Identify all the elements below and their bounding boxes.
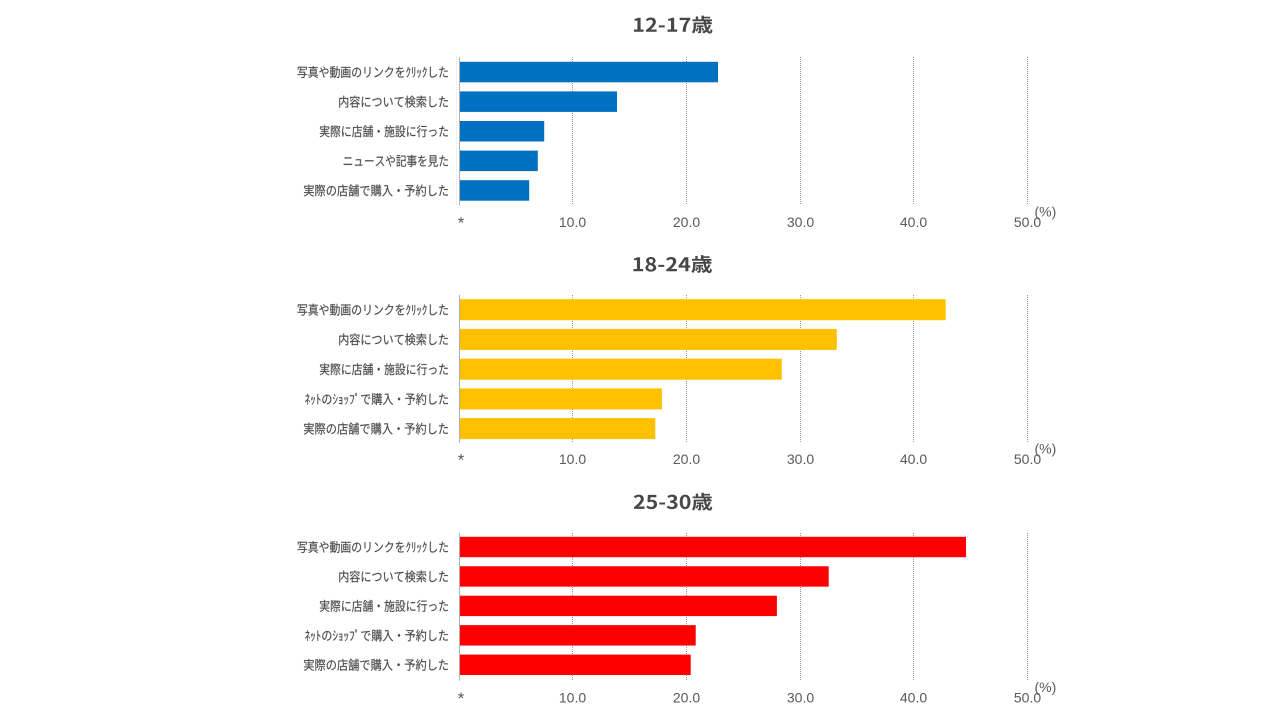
- svg-text:40.0: 40.0: [900, 451, 927, 467]
- svg-text:*: *: [458, 451, 465, 470]
- svg-text:20.0: 20.0: [673, 690, 700, 706]
- svg-text:40.0: 40.0: [900, 214, 927, 230]
- svg-text:(%): (%): [1035, 204, 1057, 220]
- svg-text:10.0: 10.0: [559, 214, 586, 230]
- svg-text:10.0: 10.0: [559, 690, 586, 706]
- svg-text:*: *: [458, 689, 465, 708]
- svg-text:30.0: 30.0: [787, 451, 814, 467]
- svg-text:20.0: 20.0: [673, 451, 700, 467]
- svg-text:10.0: 10.0: [559, 451, 586, 467]
- svg-text:20.0: 20.0: [673, 214, 700, 230]
- svg-text:(%): (%): [1035, 441, 1057, 457]
- svg-text:50.0: 50.0: [1014, 451, 1041, 467]
- svg-text:30.0: 30.0: [787, 690, 814, 706]
- svg-text:50.0: 50.0: [1014, 690, 1041, 706]
- svg-text:40.0: 40.0: [900, 690, 927, 706]
- svg-text:30.0: 30.0: [787, 214, 814, 230]
- svg-text:*: *: [458, 214, 465, 233]
- svg-text:50.0: 50.0: [1014, 214, 1041, 230]
- svg-text:(%): (%): [1035, 679, 1057, 695]
